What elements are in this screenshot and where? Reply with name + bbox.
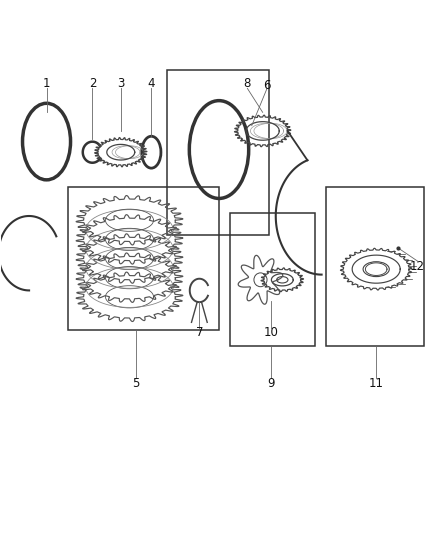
Text: 10: 10 — [264, 326, 279, 340]
Text: 12: 12 — [410, 260, 425, 273]
Text: 9: 9 — [268, 377, 275, 390]
Bar — [326, 187, 424, 346]
Bar — [68, 187, 219, 330]
Text: 2: 2 — [88, 77, 96, 90]
Text: 5: 5 — [132, 377, 140, 390]
Text: 4: 4 — [148, 77, 155, 90]
Text: 8: 8 — [244, 77, 251, 90]
Text: 3: 3 — [117, 77, 124, 90]
Text: 1: 1 — [43, 77, 50, 90]
Text: 6: 6 — [263, 79, 271, 92]
Text: 7: 7 — [196, 326, 203, 340]
Text: 11: 11 — [369, 377, 384, 390]
Bar — [230, 213, 315, 346]
Bar — [166, 70, 269, 235]
